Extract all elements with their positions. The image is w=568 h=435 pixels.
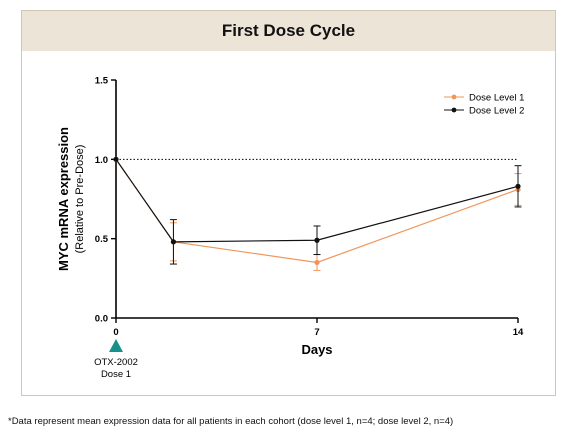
dose-annotation-line2: Dose 1: [101, 369, 131, 380]
data-point: [515, 183, 521, 189]
y-tick-label: 1.5: [95, 76, 109, 87]
data-point: [314, 259, 320, 266]
x-tick-label: 7: [314, 327, 319, 338]
y-tick-label: 0.0: [95, 314, 108, 325]
y-tick-label: 0.5: [95, 234, 109, 245]
legend-marker: [451, 94, 457, 100]
data-point: [170, 239, 177, 245]
series-line-2: [115, 158, 519, 243]
data-point: [314, 237, 320, 243]
footnote: *Data represent mean expression data for…: [8, 416, 454, 427]
legend-label: Dose Level 2: [469, 106, 524, 117]
y-axis-subtitle: (Relative to Pre-Dose): [74, 145, 86, 254]
x-tick-label: 14: [513, 327, 524, 338]
legend-marker: [451, 107, 457, 113]
y-tick-label: 1.0: [95, 155, 108, 166]
chart-frame: First Dose Cycle: [21, 10, 556, 396]
dose-annotation-line1: OTX-2002: [94, 357, 138, 368]
chart-title: First Dose Cycle: [22, 11, 555, 51]
dose-marker-icon: [109, 339, 123, 352]
legend-label: Dose Level 1: [469, 93, 524, 104]
x-axis-title: Days: [301, 342, 332, 357]
data-point: [113, 156, 119, 162]
x-tick-label: 0: [113, 327, 118, 338]
y-axis-title: MYC mRNA expression: [56, 127, 71, 271]
